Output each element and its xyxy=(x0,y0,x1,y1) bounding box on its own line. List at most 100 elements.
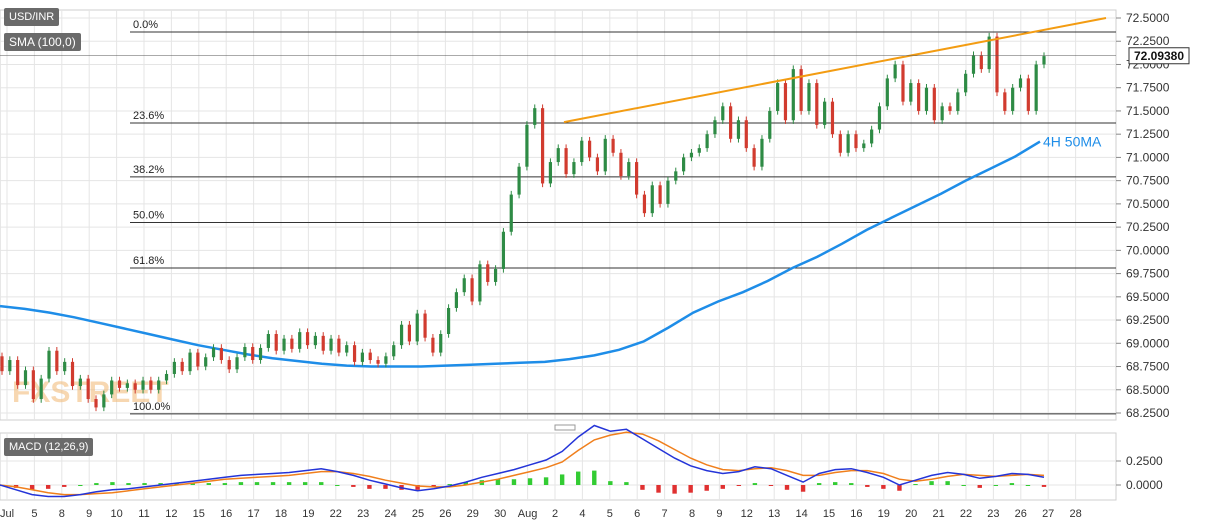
macd-histogram-bar xyxy=(158,483,163,485)
candle-body xyxy=(540,108,545,184)
candle-body xyxy=(956,92,960,111)
candle-body xyxy=(791,69,795,121)
candle-body xyxy=(619,152,623,176)
x-tick-label: 12 xyxy=(165,508,177,520)
macd-histogram-bar xyxy=(206,483,211,485)
macd-histogram-bar xyxy=(511,479,517,485)
x-tick-label: 13 xyxy=(768,508,780,520)
fib-label: 50.0% xyxy=(133,209,164,221)
macd-histogram-bar xyxy=(816,483,822,485)
macd-indicator-label[interactable]: MACD (12,26,9) xyxy=(4,438,94,456)
macd-histogram-bar xyxy=(238,482,244,485)
candle-body xyxy=(157,380,161,390)
macd-histogram-bar xyxy=(45,485,51,489)
x-tick-label: 15 xyxy=(823,508,835,520)
macd-histogram-bar xyxy=(704,485,709,491)
candle-body xyxy=(407,324,411,342)
x-tick-label: 23 xyxy=(357,508,369,520)
macd-histogram-bar xyxy=(993,485,999,486)
macd-histogram-bar xyxy=(543,477,549,485)
candle-body xyxy=(744,120,748,149)
candle-body xyxy=(658,185,662,204)
x-tick-label: 5 xyxy=(607,508,613,520)
candle-body xyxy=(399,324,404,346)
candle-body xyxy=(415,313,419,342)
macd-histogram-bar xyxy=(640,485,645,490)
candle-body xyxy=(979,55,983,70)
candle-body xyxy=(149,380,153,390)
candle-body xyxy=(125,383,129,388)
candle-body xyxy=(870,129,874,144)
candle-body xyxy=(948,106,952,111)
candle-body xyxy=(807,83,811,111)
macd-histogram-bar xyxy=(881,485,886,489)
macd-histogram-bar xyxy=(29,485,35,490)
x-tick-label: 23 xyxy=(987,508,999,520)
candle-body xyxy=(760,138,764,167)
price-y-tick-label: 71.2500 xyxy=(1126,127,1170,141)
x-tick-label: 6 xyxy=(634,508,640,520)
macd-histogram-bar xyxy=(367,485,372,489)
x-tick-label: 4 xyxy=(579,508,585,520)
candle-body xyxy=(0,356,4,372)
x-tick-label: 5 xyxy=(31,508,37,520)
symbol-label: USD/INR xyxy=(4,8,60,26)
macd-histogram-bar xyxy=(833,482,838,485)
x-tick-label: 8 xyxy=(59,508,65,520)
macd-histogram-bar xyxy=(720,485,725,489)
x-tick-label: 11 xyxy=(138,508,149,520)
candle-body xyxy=(729,106,733,139)
x-tick-label: 18 xyxy=(275,508,287,520)
price-y-tick-label: 70.7500 xyxy=(1126,174,1170,188)
macd-histogram-bar xyxy=(174,483,179,485)
candle-body xyxy=(133,383,137,390)
price-y-tick-label: 68.7500 xyxy=(1126,360,1170,374)
candle-body xyxy=(533,108,537,125)
candle-body xyxy=(454,292,459,308)
x-tick-label: 16 xyxy=(850,508,862,520)
candle-body xyxy=(815,83,819,125)
candle-body xyxy=(164,373,169,381)
candle-body xyxy=(713,120,717,135)
x-tick-label: 30 xyxy=(494,508,506,520)
candle-body xyxy=(204,357,208,367)
sma-line xyxy=(0,140,1041,368)
x-tick-label: 17 xyxy=(247,508,259,520)
macd-histogram-bar xyxy=(286,482,292,485)
price-y-tick-label: 69.2500 xyxy=(1126,313,1170,327)
candle-body xyxy=(23,370,28,386)
x-tick-label: 25 xyxy=(412,508,424,520)
candle-body xyxy=(862,143,866,149)
x-tick-label: 16 xyxy=(220,508,232,520)
sma-indicator-label[interactable]: SMA (100,0) xyxy=(4,33,81,51)
candle-body xyxy=(830,101,835,135)
macd-histogram-bar xyxy=(865,485,870,487)
x-tick-label: 10 xyxy=(110,508,122,520)
candle-body xyxy=(556,148,560,163)
candle-body xyxy=(838,134,842,153)
candle-body xyxy=(587,140,592,158)
candle-body xyxy=(274,334,278,351)
candle-body xyxy=(384,356,388,364)
fib-label: 38.2% xyxy=(133,164,164,176)
candle-body xyxy=(909,83,913,102)
macd-histogram-bar xyxy=(945,481,950,485)
macd-histogram-bar xyxy=(78,485,83,486)
price-y-tick-label: 71.7500 xyxy=(1126,81,1170,95)
macd-histogram-bar xyxy=(913,484,918,486)
macd-histogram-bar xyxy=(592,470,597,485)
candle-body xyxy=(917,83,921,111)
candle-body xyxy=(964,73,968,93)
x-tick-label: Aug xyxy=(518,508,538,520)
candle-body xyxy=(55,350,59,372)
candle-body xyxy=(70,361,75,387)
candle-body xyxy=(31,370,35,400)
candle-body xyxy=(392,345,396,357)
candle-body xyxy=(776,83,780,111)
candle-body xyxy=(752,148,756,167)
candle-body xyxy=(595,157,600,172)
candle-body xyxy=(462,278,466,293)
x-tick-label: Jul xyxy=(0,508,14,520)
fib-label: 23.6% xyxy=(133,110,164,122)
